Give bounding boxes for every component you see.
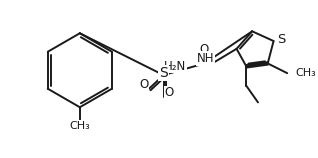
Text: O: O: [140, 78, 149, 91]
Text: H₂N: H₂N: [164, 60, 186, 73]
Text: CH₃: CH₃: [295, 68, 316, 78]
Text: O: O: [200, 43, 209, 56]
Text: CH₃: CH₃: [69, 121, 90, 131]
Text: O: O: [165, 86, 174, 99]
Text: S: S: [159, 66, 168, 80]
Text: S: S: [277, 33, 286, 46]
Text: NH: NH: [197, 52, 214, 65]
